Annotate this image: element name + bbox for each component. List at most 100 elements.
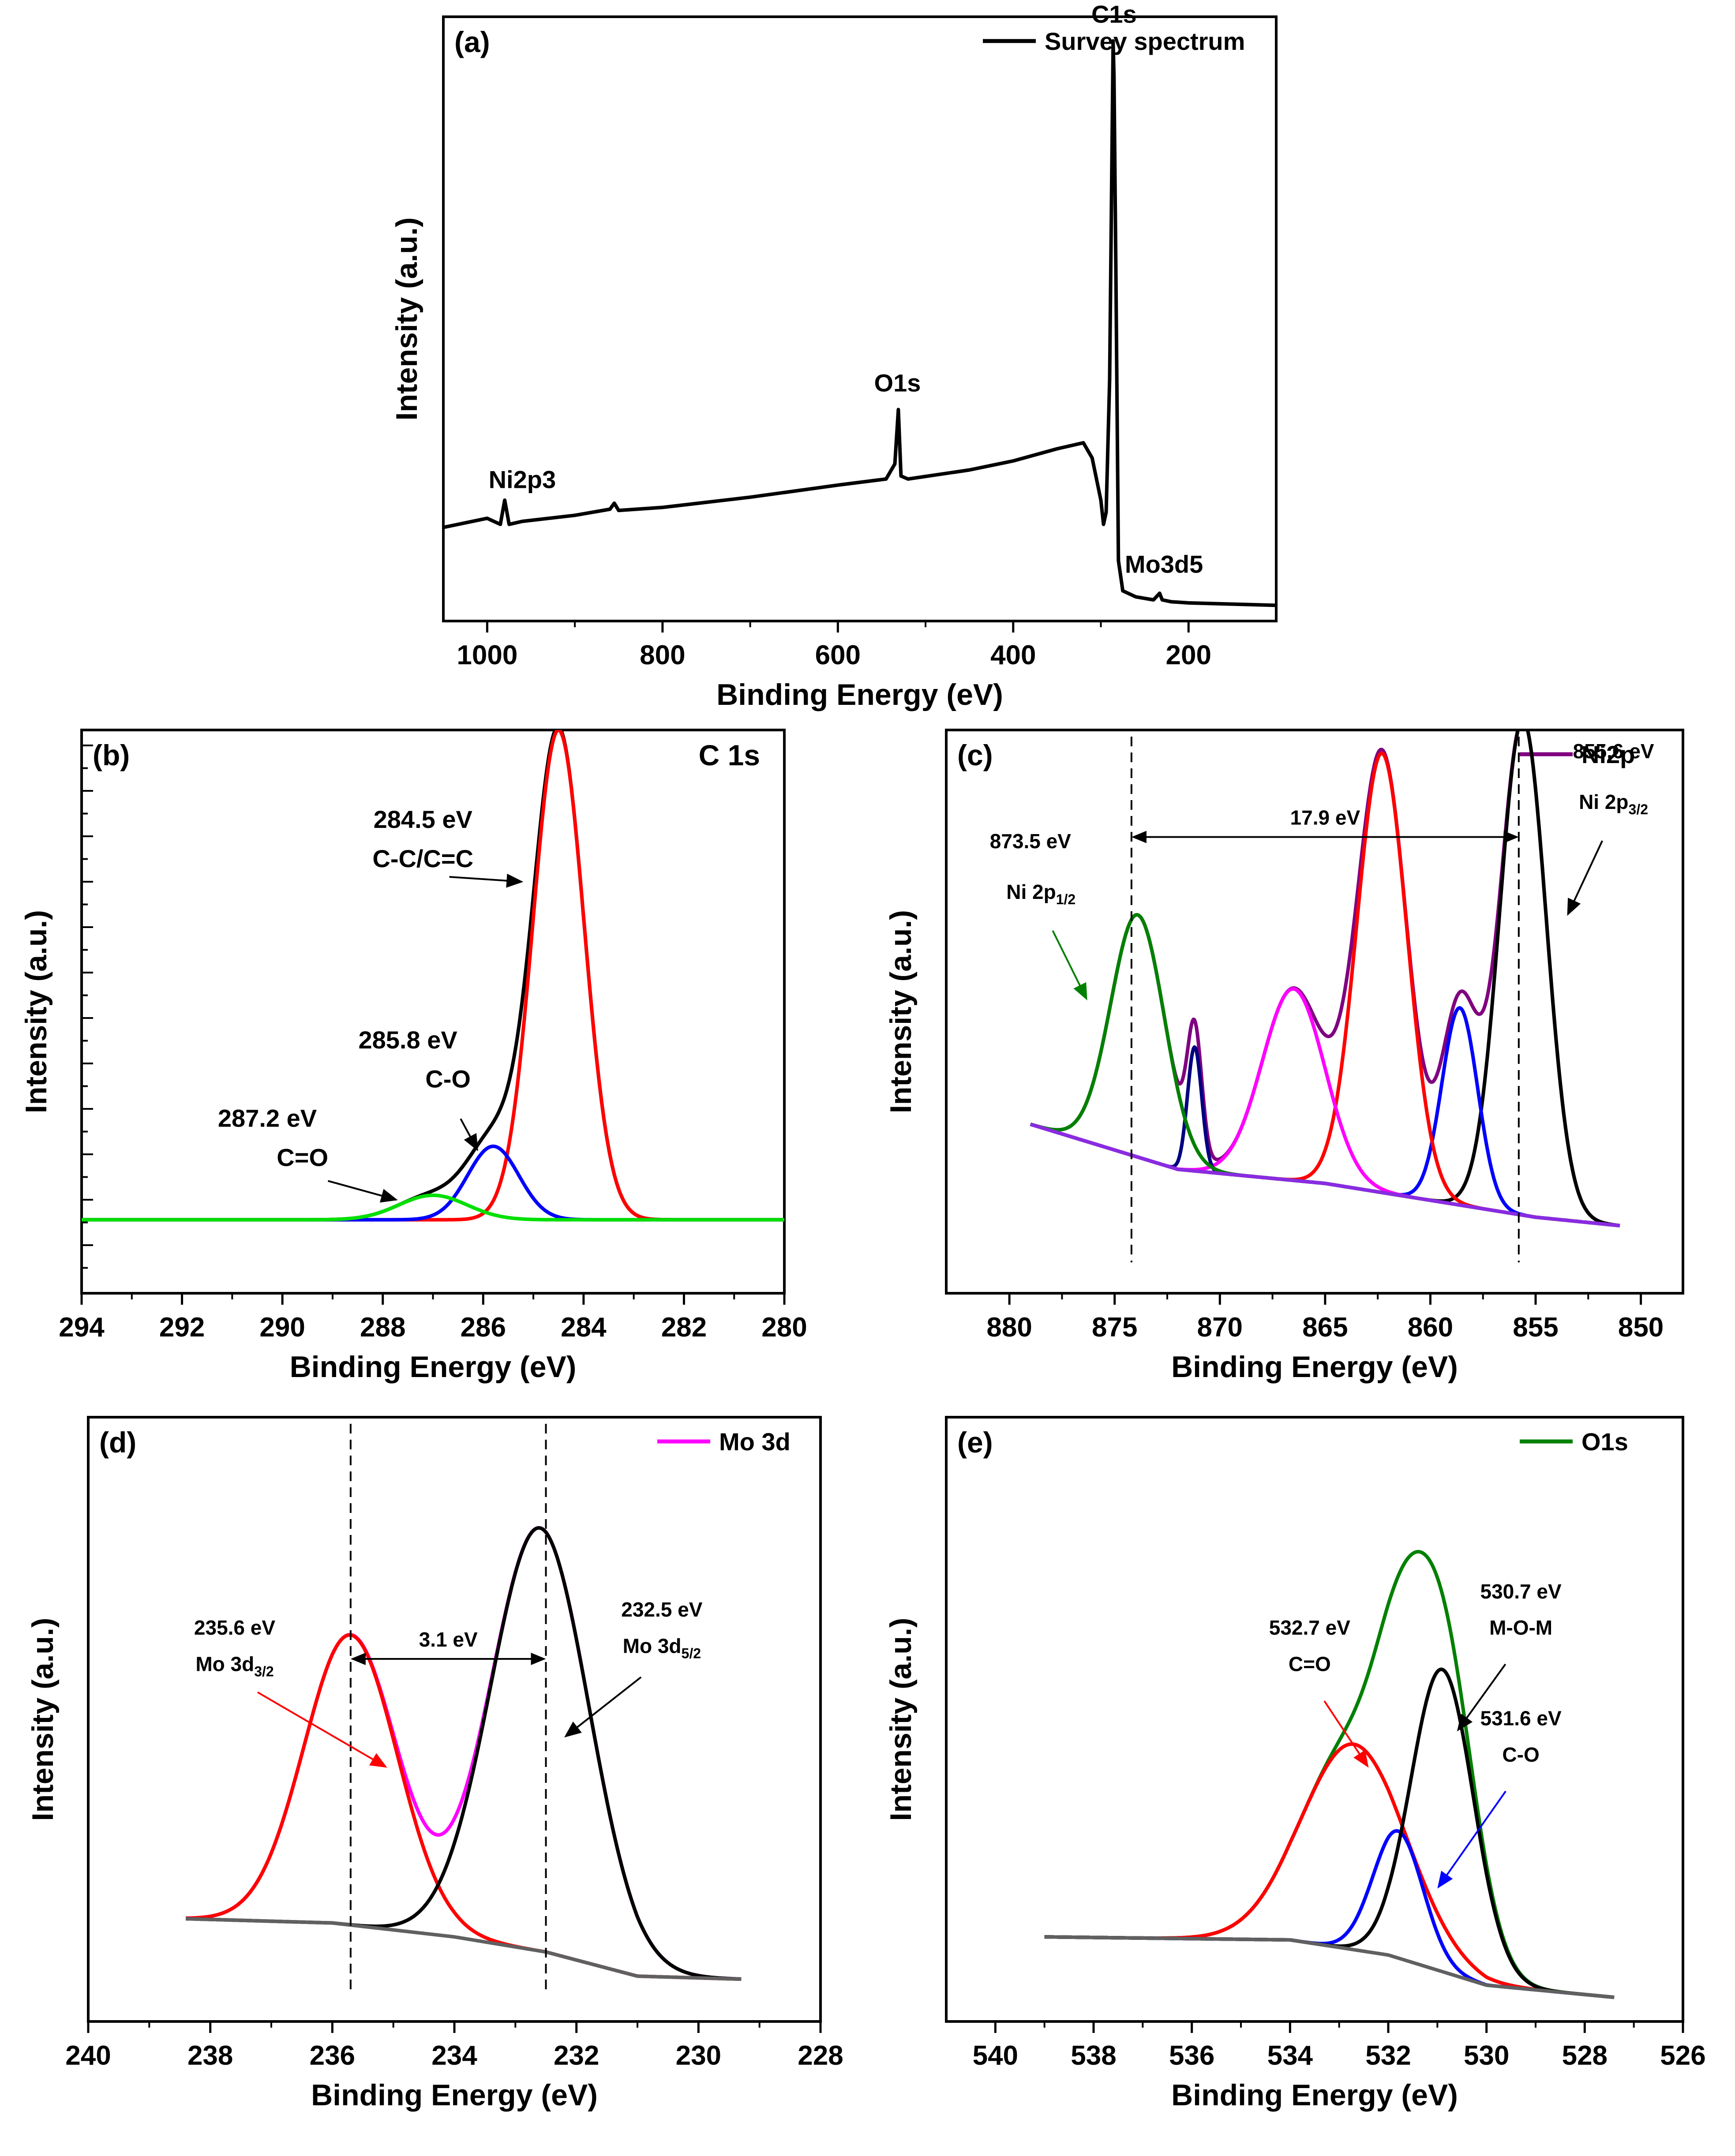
separation-label: 3.1 eV: [419, 1628, 478, 1651]
x-axis-title: Binding Energy (eV): [290, 1350, 577, 1384]
x-tick-label: 528: [1562, 2040, 1608, 2071]
panel-c: 880 875 870 865 860 855 850 Binding Energy (eV)…: [884, 729, 1684, 1384]
legend-label: Ni2p: [1581, 741, 1635, 768]
x-tick-label: 850: [1618, 1312, 1664, 1343]
annotation-label: 531.6 eV: [1480, 1707, 1562, 1730]
panel-b: 294 292 290 288 286 284 282 280 Binding Energy (…: [19, 729, 807, 1384]
series-line: [185, 1917, 742, 1981]
annotation-label: C-O: [425, 1065, 471, 1093]
x-axis-title: Binding Energy (eV): [311, 2078, 598, 2112]
arrow-head: [1353, 1750, 1369, 1768]
annotation-arrow: [327, 1180, 390, 1199]
x-tick-label: 240: [65, 2040, 111, 2071]
panel-label: (b): [93, 739, 130, 771]
chart-title: C 1s: [699, 739, 760, 771]
x-tick-label: 870: [1197, 1312, 1243, 1343]
x-tick-label: 800: [640, 640, 685, 670]
legend-label: Survey spectrum: [1045, 27, 1245, 55]
annotation-label: 287.2 eV: [218, 1104, 317, 1132]
annotation-label: C=O: [277, 1143, 328, 1171]
annotation-arrow: [1323, 1700, 1365, 1761]
x-tick-label: 292: [159, 1312, 205, 1343]
plot-area: [82, 730, 784, 1222]
x-tick-label: 286: [461, 1312, 506, 1343]
x-tick-label: 540: [973, 2040, 1018, 2071]
annotation-arrow: [257, 1691, 380, 1764]
arrow-head: [1073, 982, 1087, 1000]
series-line: [1043, 1935, 1615, 1999]
annotation-label: 232.5 eV: [621, 1598, 702, 1621]
x-tick-label: 230: [676, 2040, 721, 2071]
x-tick-label: 234: [431, 2040, 477, 2071]
annotation-label: 873.5 eV: [990, 830, 1071, 853]
arrow-head: [1567, 898, 1581, 916]
x-tick-label: 236: [310, 2040, 355, 2071]
annotation-label: C-O: [1502, 1743, 1539, 1766]
annotation-label: 530.7 eV: [1480, 1580, 1562, 1603]
x-tick-label: 238: [187, 2040, 233, 2071]
x-tick-label: 526: [1660, 2040, 1705, 2071]
arrow-head: [1457, 1714, 1473, 1732]
annotation-label: Ni2p3: [489, 466, 556, 494]
x-axis-title: Binding Energy (eV): [716, 678, 1003, 711]
arrow-head: [464, 1133, 478, 1151]
x-tick-label: 280: [761, 1312, 807, 1343]
y-axis-title: Intensity (a.u.): [390, 217, 423, 421]
annotation-arrow: [1442, 1790, 1506, 1882]
annotation-label: 285.8 eV: [359, 1026, 457, 1054]
x-tick-label: 536: [1169, 2040, 1214, 2071]
annotation-label: C1s: [1091, 0, 1137, 28]
arrow-head: [506, 873, 524, 888]
x-tick-label: 1000: [457, 640, 517, 670]
arrow-head: [1437, 1871, 1453, 1889]
annotation-label: M-O-M: [1489, 1616, 1552, 1639]
plot-area: [1043, 1550, 1615, 1999]
panel-label: (e): [957, 1426, 993, 1459]
arrow-head: [369, 1753, 387, 1768]
annotation-label: C=O: [1289, 1652, 1331, 1675]
panel-e: 540 538 536 534 532 530 528 526 Binding Energy (…: [884, 1416, 1706, 2112]
annotation-label: Mo3d5: [1125, 550, 1203, 578]
x-tick-label: 228: [798, 2040, 843, 2071]
x-tick-label: 200: [1166, 640, 1211, 670]
x-tick-label: 600: [815, 640, 861, 670]
annotation-label: 532.7 eV: [1269, 1616, 1350, 1639]
series-line: [443, 39, 1276, 607]
x-tick-label: 875: [1092, 1312, 1137, 1343]
x-tick-label: 534: [1267, 2040, 1313, 2071]
x-tick-label: 288: [360, 1312, 405, 1343]
annotation-label: C-C/C=C: [372, 845, 473, 872]
axes-frame: [945, 1416, 1684, 2023]
panel-label: (d): [99, 1426, 136, 1459]
panel-label: (a): [454, 26, 490, 58]
annotation-label: 284.5 eV: [374, 805, 472, 833]
legend-label: Mo 3d: [719, 1428, 791, 1456]
panel-a: 1000 800 600 400 200 Binding Energy (eV) Inten…: [390, 0, 1278, 711]
x-axis-title: Binding Energy (eV): [1171, 2078, 1458, 2112]
annotation-label: 235.6 eV: [194, 1616, 275, 1639]
annotation-label: O1s: [874, 369, 921, 397]
y-axis-title: Intensity (a.u.): [884, 1618, 918, 1821]
series-line: [82, 1193, 784, 1222]
x-tick-label: 400: [990, 640, 1036, 670]
panel-label: (c): [957, 739, 993, 771]
axes-frame: [442, 15, 1278, 622]
plot-area: [185, 1526, 742, 1981]
annotation-arrow: [1052, 930, 1084, 993]
x-tick-label: 530: [1464, 2040, 1509, 2071]
x-tick-label: 538: [1071, 2040, 1116, 2071]
x-tick-label: 532: [1365, 2040, 1411, 2071]
y-axis-title: Intensity (a.u.): [19, 910, 53, 1113]
y-axis-title: Intensity (a.u.): [26, 1618, 60, 1821]
x-tick-label: 860: [1408, 1312, 1453, 1343]
axes-frame: [945, 729, 1684, 1295]
arrow-head: [564, 1722, 582, 1738]
legend-label: O1s: [1581, 1428, 1628, 1456]
annotation-label: 855.6 eV: [1573, 740, 1654, 763]
annotation-arrow: [1461, 1663, 1506, 1725]
x-axis-title: Binding Energy (eV): [1171, 1350, 1458, 1384]
x-tick-label: 282: [661, 1312, 707, 1343]
series-line: [1030, 1123, 1621, 1228]
separation-label: 17.9 eV: [1290, 806, 1360, 829]
